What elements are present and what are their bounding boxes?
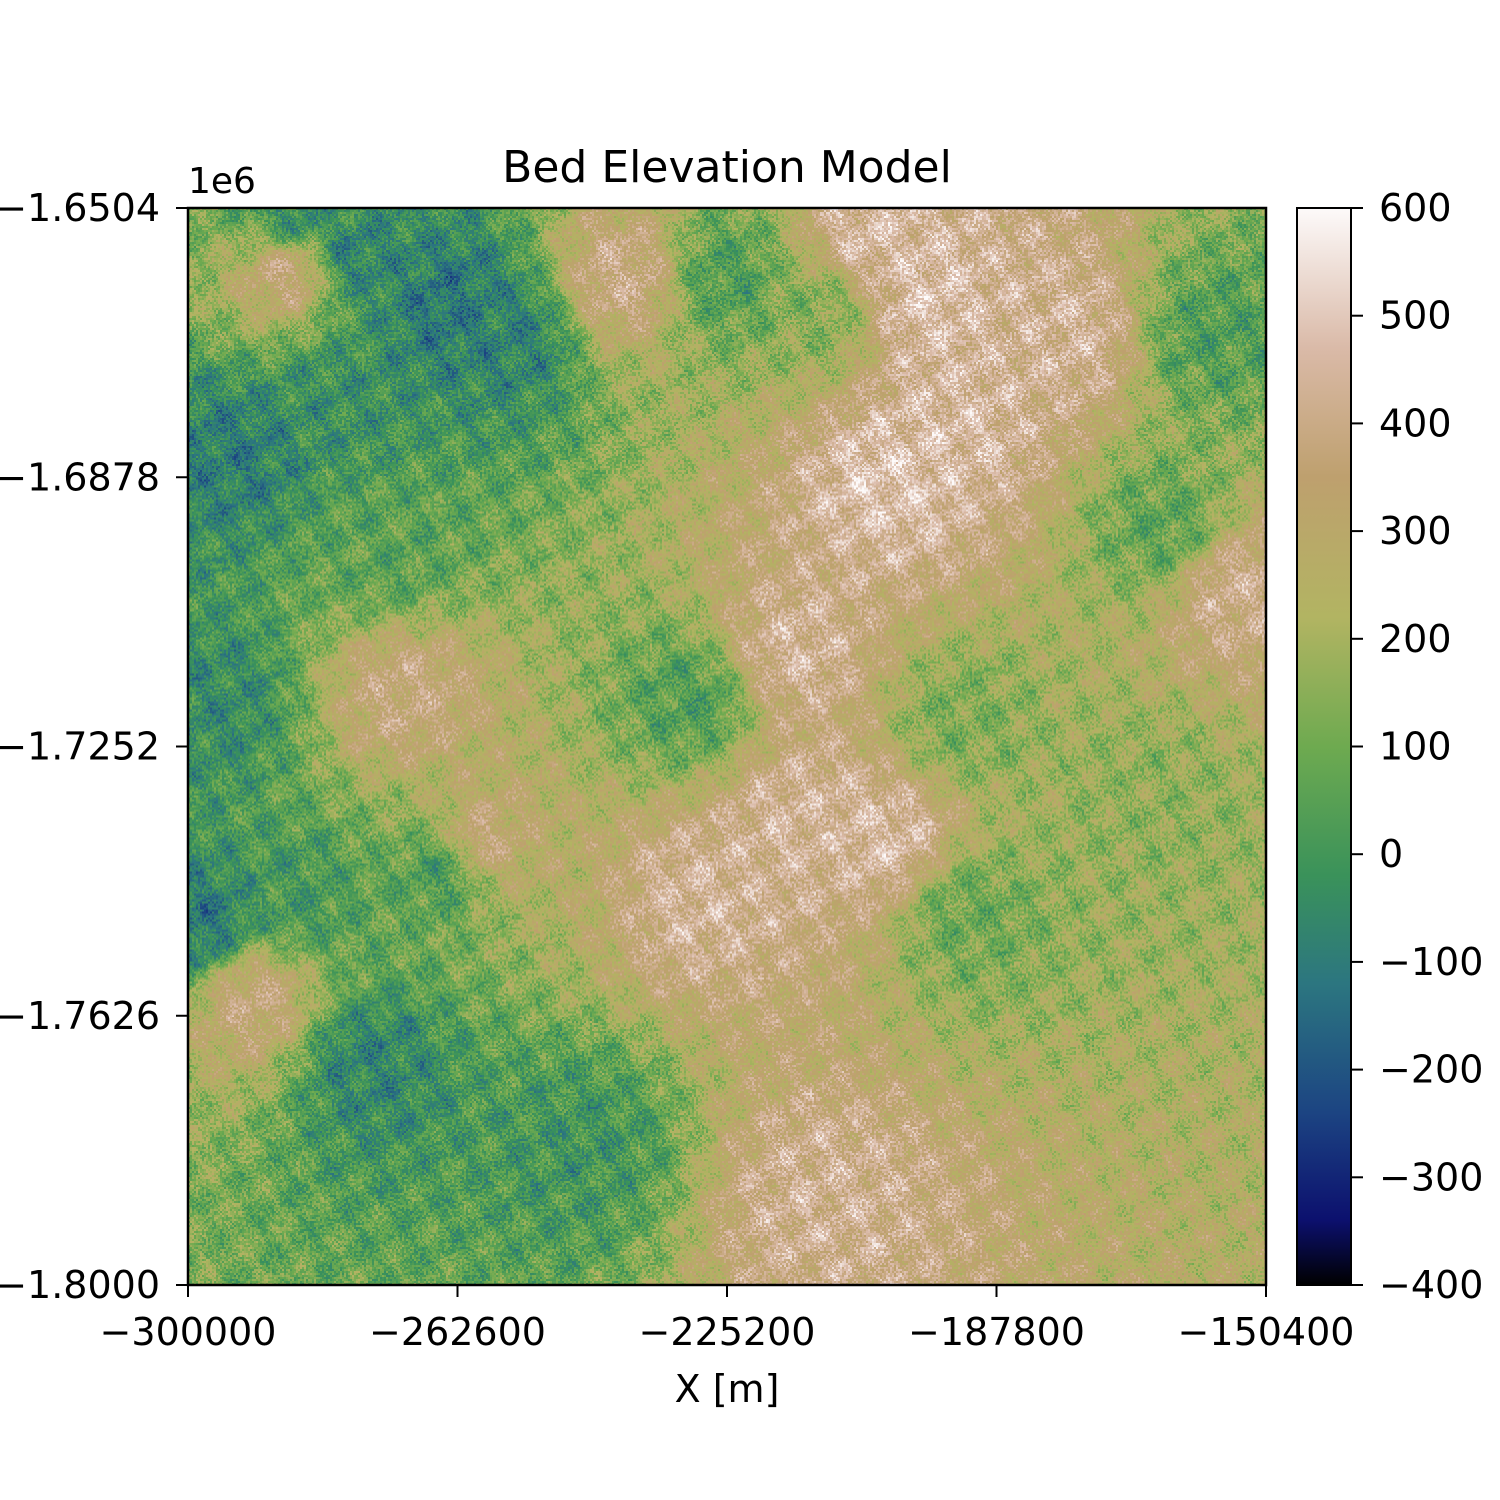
colorbar-tick-label: −100: [1379, 940, 1483, 984]
y-axis: −1.6504 −1.6878 −1.7252 −1.7626 −1.8000: [0, 186, 188, 1307]
y-tick-label: −1.7252: [0, 725, 160, 769]
colorbar-tick-label: −200: [1379, 1048, 1483, 1092]
y-tick-label: −1.8000: [0, 1263, 160, 1307]
colorbar-tick-label: −300: [1379, 1155, 1483, 1199]
colorbar-tick-label: 200: [1379, 617, 1452, 661]
colorbar-gradient: [1297, 208, 1351, 1285]
x-axis-label: X [m]: [675, 1367, 780, 1411]
chart-title: Bed Elevation Model: [502, 142, 952, 193]
colorbar: 600 500 400 300 200 100 0 −100 −200 −300 −400: [1296, 186, 1483, 1307]
y-tick-label: −1.6878: [0, 455, 160, 499]
x-tick-label: −150400: [1178, 1310, 1355, 1354]
colorbar-ticks: 600 500 400 300 200 100 0 −100 −200 −300 −400: [1351, 186, 1483, 1307]
colorbar-tick-label: 300: [1379, 509, 1452, 553]
x-axis: −300000 −262600 −225200 −187800 −150400: [100, 1285, 1355, 1354]
colorbar-tick-label: 400: [1379, 401, 1452, 445]
elevation-raster: [188, 208, 1266, 1285]
plot-area: [186, 206, 1268, 1287]
y-offset-label: 1e6: [188, 161, 256, 202]
y-tick-label: −1.6504: [0, 186, 160, 230]
colorbar-tick-label: 0: [1379, 832, 1403, 876]
colorbar-tick-label: −400: [1379, 1263, 1483, 1307]
x-tick-label: −187800: [908, 1310, 1085, 1354]
y-tick-label: −1.7626: [0, 994, 160, 1038]
colorbar-tick-label: 100: [1379, 725, 1452, 769]
x-tick-label: −300000: [100, 1310, 277, 1354]
colorbar-tick-label: 500: [1379, 294, 1452, 338]
x-tick-label: −225200: [639, 1310, 816, 1354]
x-tick-label: −262600: [369, 1310, 546, 1354]
colorbar-tick-label: 600: [1379, 186, 1452, 230]
